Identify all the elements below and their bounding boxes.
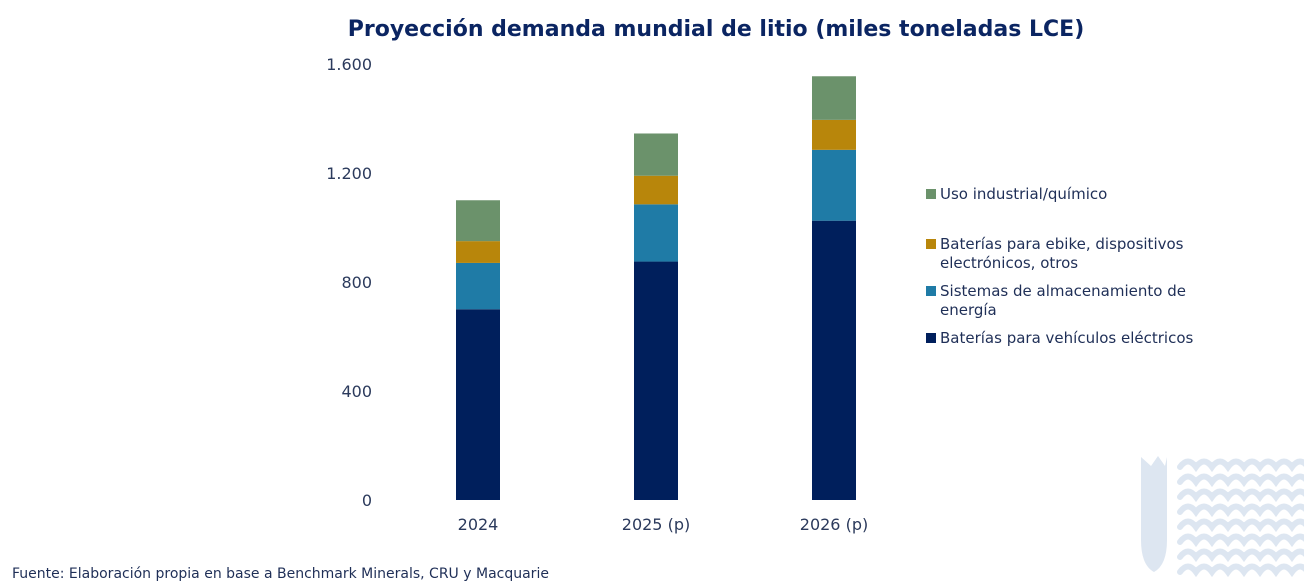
- logo-wave-line: [1177, 503, 1304, 518]
- legend-label: Sistemas de almacenamiento de: [940, 282, 1186, 300]
- legend-swatch: [926, 189, 936, 199]
- bar-segment: [456, 262, 500, 310]
- bar-segment: [634, 261, 678, 500]
- bar-segment: [634, 133, 678, 176]
- bar-segment: [634, 175, 678, 205]
- y-axis: 0 400 800 1.200 1.600: [326, 55, 372, 510]
- chart-title: Proyección demanda mundial de litio (mil…: [348, 17, 1085, 42]
- bar-segment: [456, 241, 500, 263]
- legend-label: electrónicos, otros: [940, 254, 1078, 272]
- bars: [456, 76, 856, 500]
- x-tick-label: 2025 (p): [622, 515, 690, 534]
- y-tick-label: 400: [341, 382, 372, 401]
- legend-swatch: [926, 333, 936, 343]
- legend-label: Baterías para ebike, dispositivos: [940, 235, 1184, 253]
- y-tick-label: 0: [362, 491, 372, 510]
- logo-wave-line: [1177, 548, 1304, 563]
- wave-crest-logo-icon: [1141, 456, 1304, 578]
- bar-segment: [456, 309, 500, 500]
- x-tick-label: 2024: [458, 515, 499, 534]
- logo-wave-line: [1177, 563, 1304, 578]
- logo-wave-line: [1177, 473, 1304, 488]
- logo-wave-line: [1177, 518, 1304, 533]
- x-axis: 2024 2025 (p) 2026 (p): [458, 515, 869, 534]
- legend-swatch: [926, 286, 936, 296]
- logo-wave-line: [1177, 533, 1304, 548]
- legend-label: Baterías para vehículos eléctricos: [940, 329, 1194, 347]
- bar-segment: [634, 204, 678, 262]
- bar-segment: [812, 149, 856, 221]
- y-tick-label: 1.600: [326, 55, 372, 74]
- logo-shield-shape: [1141, 456, 1167, 572]
- y-tick-label: 800: [341, 273, 372, 292]
- bar-segment: [812, 220, 856, 500]
- bar-segment: [456, 200, 500, 242]
- x-tick-label: 2026 (p): [800, 515, 868, 534]
- bar-segment: [812, 76, 856, 120]
- source-note: Fuente: Elaboración propia en base a Ben…: [12, 566, 549, 582]
- bar-segment: [812, 119, 856, 150]
- legend-swatch: [926, 239, 936, 249]
- logo-wave-line: [1177, 458, 1304, 473]
- logo-wave-line: [1177, 488, 1304, 503]
- y-tick-label: 1.200: [326, 164, 372, 183]
- legend: Uso industrial/químico Baterías para ebik…: [926, 185, 1194, 347]
- legend-label: Uso industrial/químico: [940, 185, 1107, 203]
- legend-label: energía: [940, 301, 997, 319]
